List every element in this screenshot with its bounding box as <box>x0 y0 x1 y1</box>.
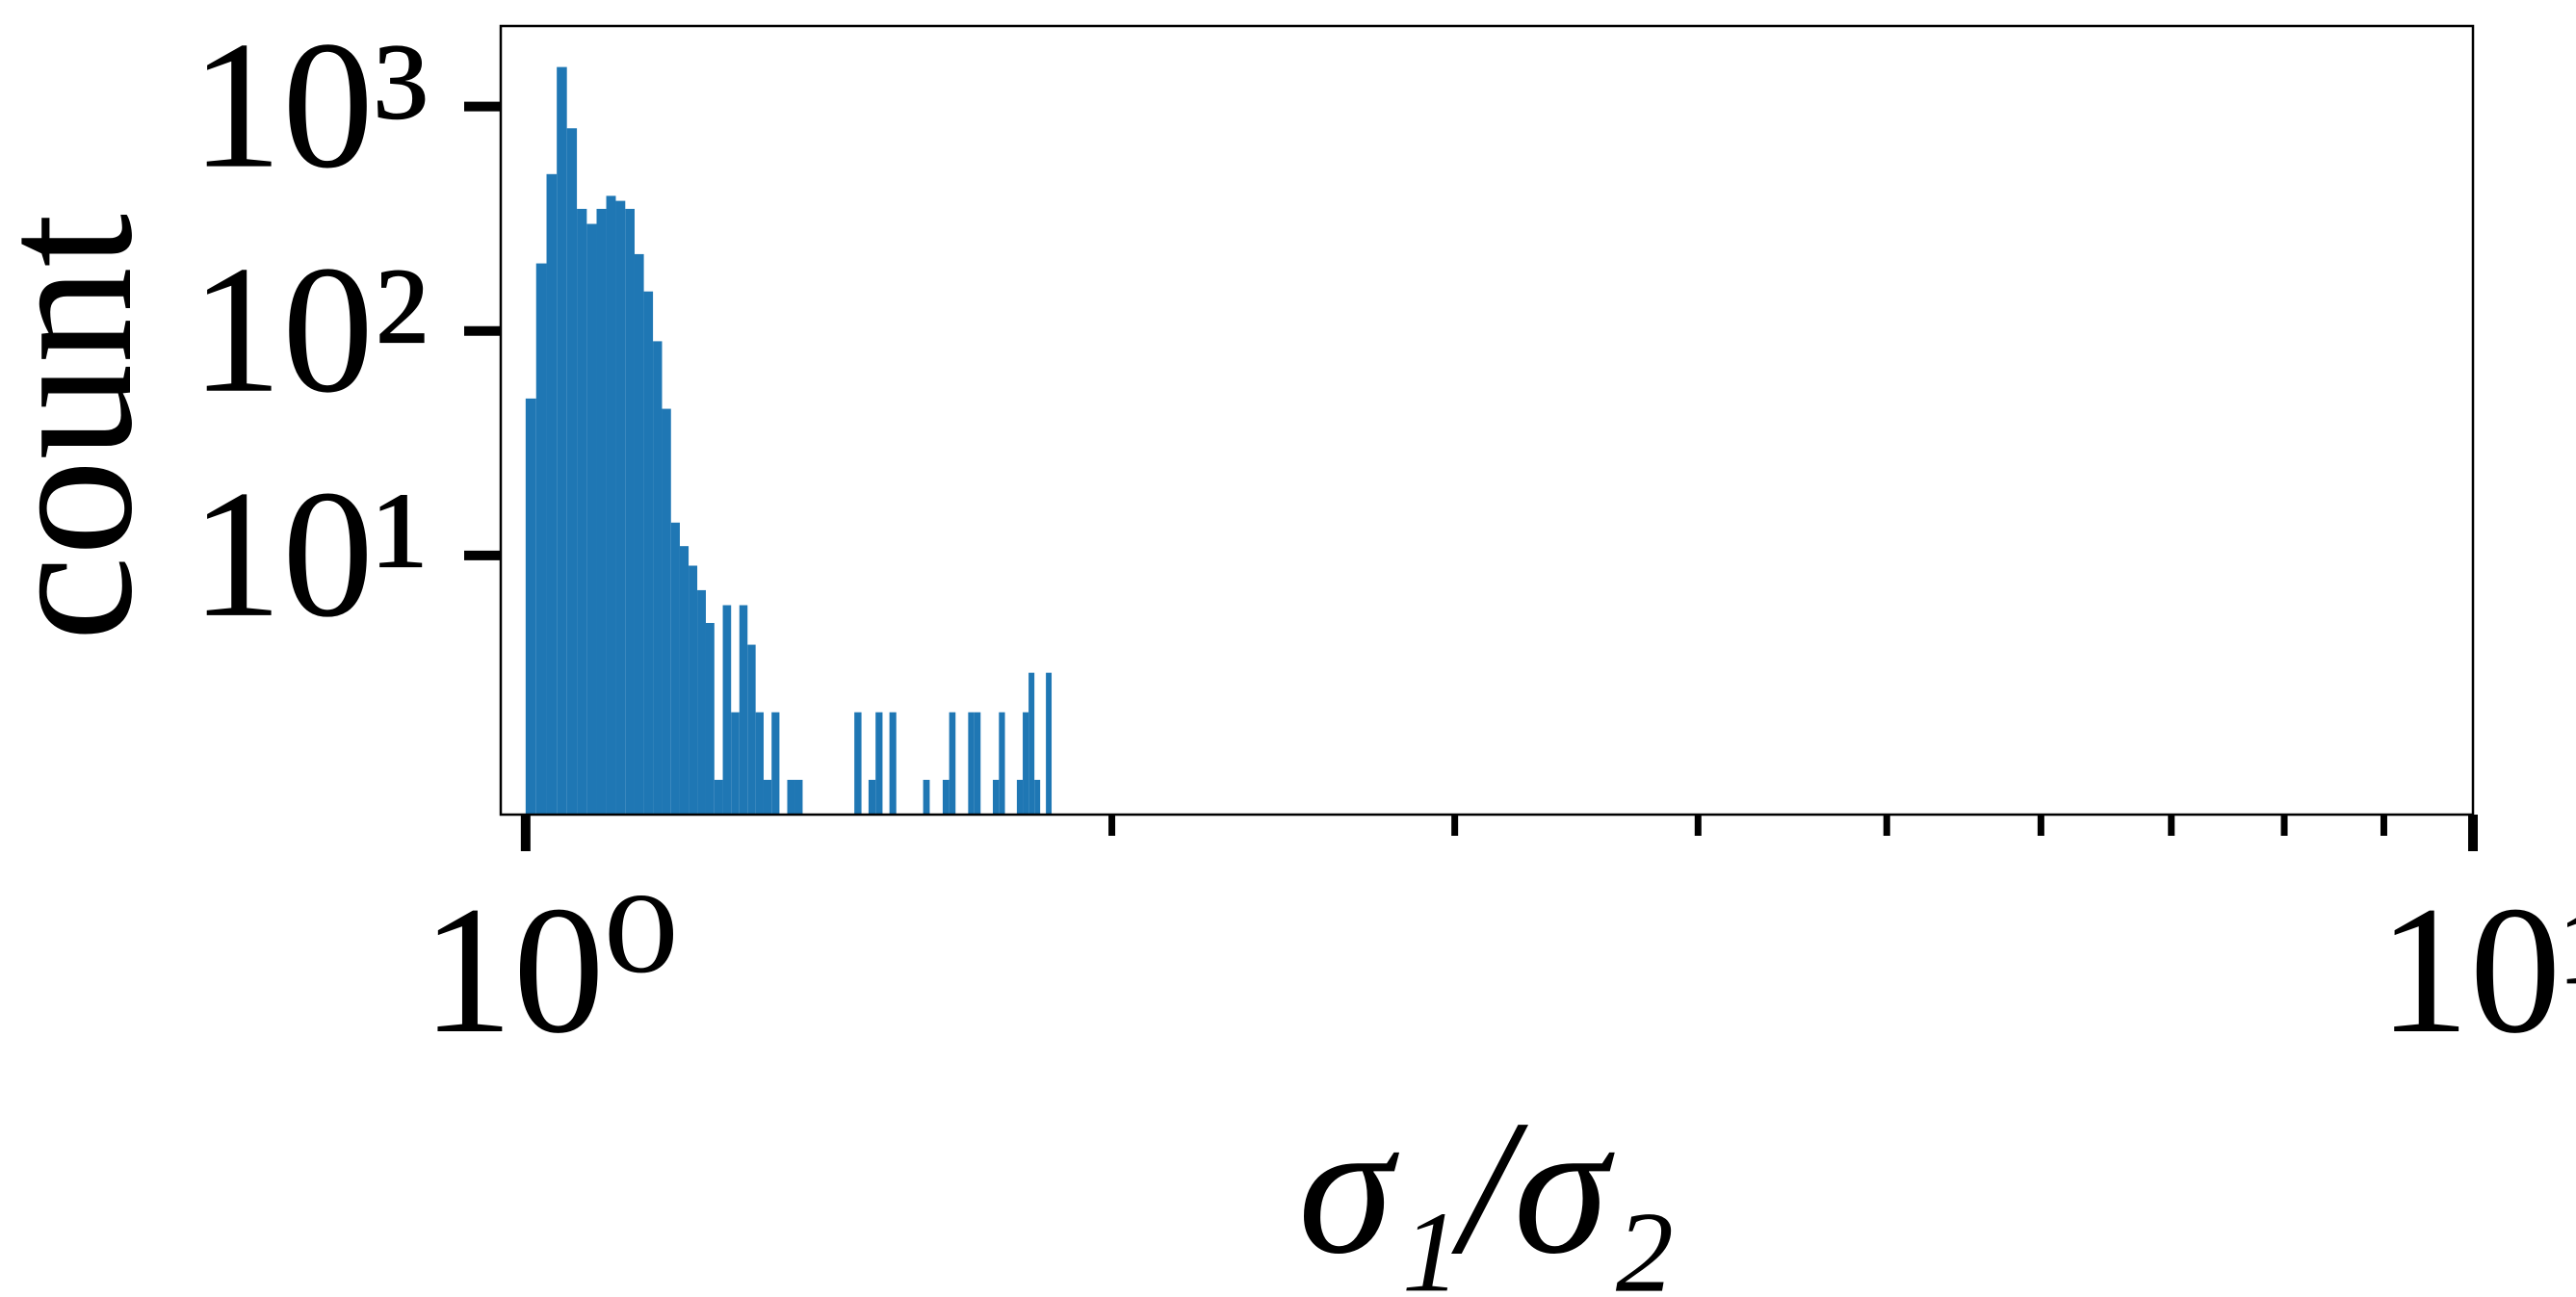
bar <box>854 712 862 815</box>
bar <box>606 195 616 815</box>
bar <box>1023 712 1029 815</box>
bar <box>557 66 567 815</box>
bar <box>679 546 690 815</box>
bar <box>625 208 635 816</box>
bar <box>643 291 654 815</box>
bar <box>653 341 663 815</box>
bar <box>670 522 680 815</box>
plot-frame <box>499 24 2475 817</box>
bar <box>868 779 876 815</box>
bar <box>923 779 930 815</box>
bar <box>794 779 803 815</box>
bar <box>596 208 607 816</box>
bar <box>787 779 795 815</box>
bar <box>1028 672 1035 815</box>
bar <box>1046 672 1053 815</box>
x-tick-label: 10¹ <box>2379 869 2576 1072</box>
bar <box>722 605 732 815</box>
bar <box>747 644 756 815</box>
bar <box>974 712 981 815</box>
bar <box>763 779 772 815</box>
bar <box>875 712 883 815</box>
y-tick-label: 10² <box>191 229 429 431</box>
bar <box>755 712 764 815</box>
bar <box>949 712 956 815</box>
bar <box>942 779 950 815</box>
bar <box>714 779 723 815</box>
bar <box>615 200 626 816</box>
bar <box>546 173 558 815</box>
bar <box>771 712 780 815</box>
bar <box>999 712 1005 815</box>
bar <box>525 398 536 815</box>
bar <box>968 712 975 815</box>
x-axis-label: σ₁/σ₂ <box>1298 1081 1676 1294</box>
bar <box>697 589 706 815</box>
bar <box>535 263 547 815</box>
y-axis-label: count <box>0 214 172 641</box>
bar <box>993 779 1000 815</box>
y-tick-label: 10¹ <box>191 454 429 656</box>
x-tick-label: 10⁰ <box>422 869 678 1072</box>
bar <box>586 223 597 816</box>
bar <box>662 408 671 815</box>
bar <box>1016 779 1024 815</box>
bar <box>731 712 740 815</box>
bar <box>634 253 644 815</box>
bar <box>689 565 698 815</box>
y-tick-label: 10³ <box>191 5 429 207</box>
bar <box>577 208 587 816</box>
bar <box>566 128 578 815</box>
bar <box>739 605 748 815</box>
bar <box>705 622 715 815</box>
bar <box>1034 779 1041 815</box>
bar <box>889 712 897 815</box>
